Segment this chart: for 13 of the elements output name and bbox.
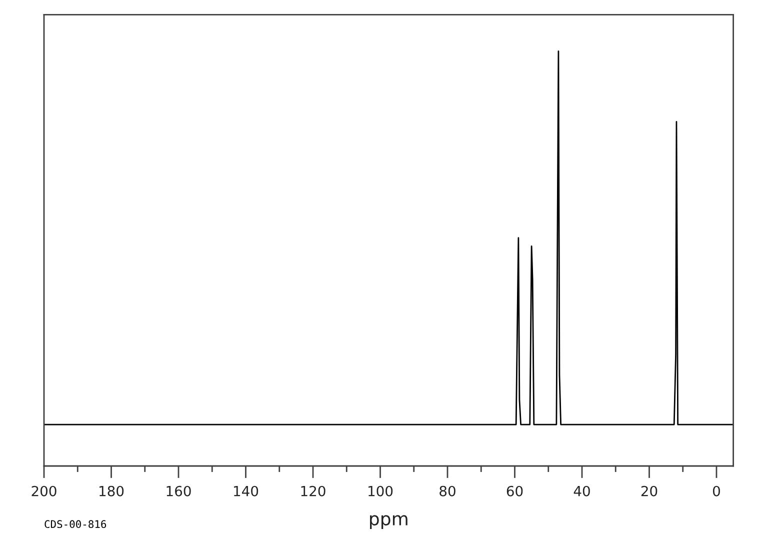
x-axis-title: ppm <box>370 515 408 529</box>
x-tick-label: 140 <box>234 486 258 496</box>
x-tick-label: 160 <box>166 486 191 496</box>
x-tick-label: 80 <box>440 486 456 496</box>
x-tick-label: 60 <box>506 486 523 496</box>
x-tick-label: 100 <box>368 486 393 496</box>
x-tick-label: 0 <box>712 486 720 496</box>
x-tick-label: 200 <box>32 486 56 496</box>
x-tick-label: 120 <box>301 486 326 496</box>
x-tick-label: 20 <box>641 486 658 496</box>
x-tick-label: 40 <box>574 486 590 496</box>
text: CDS-00-816 <box>44 520 106 528</box>
x-tick-label: 180 <box>100 486 124 496</box>
